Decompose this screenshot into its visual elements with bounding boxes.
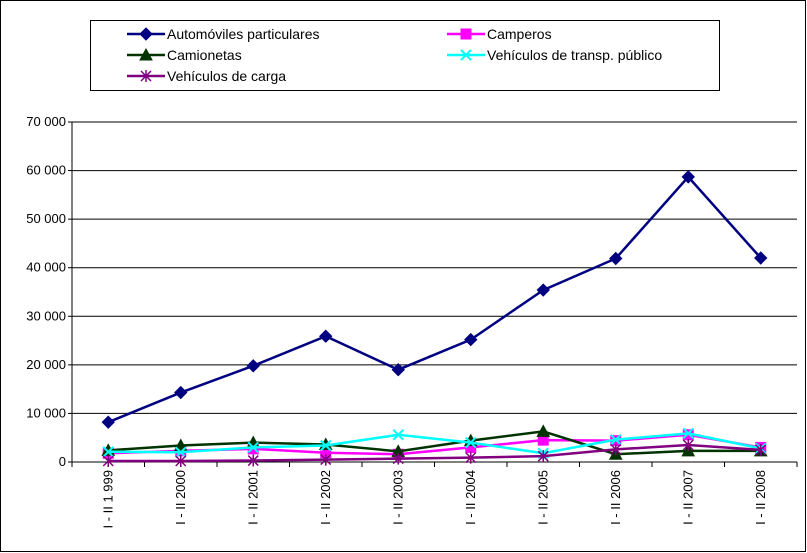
data-point [175,446,187,458]
x-tick-label: I - II 1 999 [100,470,115,529]
data-point [536,424,551,437]
legend-marker-diamond-icon [127,27,165,41]
legend-marker [139,27,153,41]
y-tick-label: 20 000 [26,357,66,372]
data-point [464,332,478,347]
data-point [681,170,695,184]
data-point [537,450,549,463]
x-tick-label: I - II 2005 [535,470,550,525]
legend-label: Camionetas [167,47,242,63]
legend-marker [139,48,153,61]
legend-label: Vehículos de carga [167,68,287,84]
series-3 [102,427,767,459]
x-tick-label: I - II 2000 [173,470,188,525]
legend-marker [140,70,152,82]
legend-label: Camperos [487,26,552,42]
x-tick-label: I - II 2008 [753,470,768,525]
legend-marker-square-icon [447,28,485,40]
series-4 [102,439,767,468]
legend-item-camionetas: Camionetas [127,45,242,65]
data-point [102,455,114,468]
legend-item-automoviles: Automóviles particulares [127,24,320,44]
data-point [174,385,188,400]
data-point [610,433,622,446]
data-point [320,439,332,452]
legend: Automóviles particulares Camperos Camion… [90,20,720,91]
data-point [465,451,477,464]
y-tick-label: 60 000 [26,163,66,178]
x-tick-label: I - II 2006 [608,470,623,525]
data-point [609,251,623,266]
series-line [107,175,762,424]
series-line [108,430,761,456]
series-line [108,443,761,463]
y-tick-label: 0 [59,454,66,469]
data-point [246,359,260,373]
data-point [392,452,404,465]
y-tick-label: 30 000 [26,308,66,323]
data-point [755,443,767,456]
data-point [101,415,115,429]
legend-marker [460,28,472,40]
data-point [392,429,404,441]
data-point [465,436,477,449]
data-point [102,446,114,458]
data-point [536,283,550,297]
legend-marker [460,49,472,61]
x-tick-label: I - II 2001 [245,470,260,525]
legend-item-carga: Vehículos de carga [127,66,286,86]
series-line [108,432,762,455]
data-point [173,438,188,451]
data-point [610,443,622,456]
legend-item-transporte-publico: Vehículos de transp. público [447,45,662,65]
legend-item-camperos: Camperos [447,24,552,44]
data-point [682,427,694,440]
legend-marker-star-icon [127,70,165,82]
series-2 [101,424,768,460]
data-point [320,453,332,466]
data-point [682,439,694,451]
data-point [319,329,333,343]
y-tick-label: 10 000 [26,405,66,420]
data-point [175,455,187,468]
x-tick-label: I - II 2007 [680,470,695,525]
x-tick-label: I - II 2003 [390,470,405,525]
legend-marker-x-icon [447,49,485,61]
y-tick-label: 40 000 [26,260,66,275]
series-0 [101,170,768,429]
data-point [754,251,768,265]
legend-marker-triangle-icon [127,48,165,61]
data-point [391,363,405,377]
legend-label: Automóviles particulares [167,26,320,42]
data-point [247,454,259,467]
y-tick-label: 50 000 [26,211,66,226]
x-tick-label: I - II 2002 [318,470,333,525]
y-tick-label: 70 000 [26,114,66,129]
legend-label: Vehículos de transp. público [487,47,663,63]
data-point [247,441,259,454]
x-tick-label: I - II 2004 [463,470,478,525]
